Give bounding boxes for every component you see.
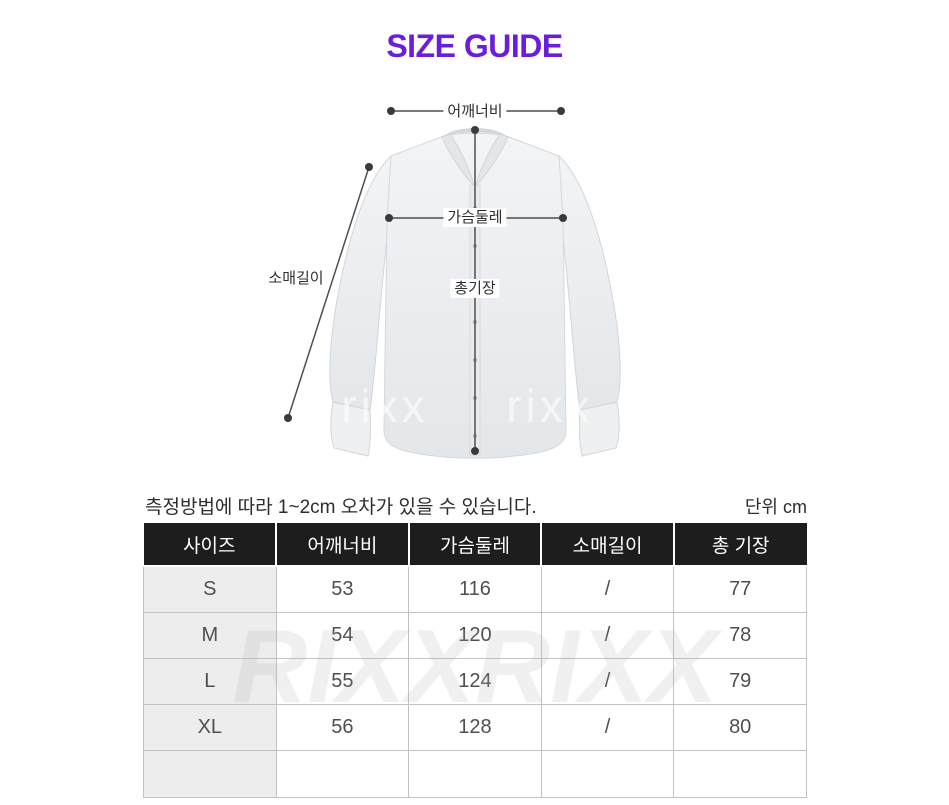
table-row-xl: XL 56 128 / 80 — [143, 704, 807, 751]
size-cell: XL — [143, 704, 277, 751]
note-tolerance: 측정방법에 따라 1~2cm 오차가 있을 수 있습니다. — [145, 497, 537, 518]
size-table-container: 사이즈 어깨너비 가슴둘레 소매길이 총 기장 S 53 116 / 77 M … — [143, 523, 807, 798]
value-cell: 124 — [408, 658, 542, 705]
unit-label: 단위 cm — [744, 497, 807, 517]
measurement-dots — [284, 107, 567, 455]
shirt-watermark: rixx — [341, 380, 429, 432]
label-total-length: 총기장 — [450, 279, 500, 298]
shirt-watermark: rixx — [506, 380, 594, 432]
value-cell: 56 — [275, 704, 410, 751]
value-cell: 116 — [408, 565, 542, 613]
value-cell: 55 — [275, 658, 410, 705]
value-cell — [673, 750, 807, 798]
value-cell: 77 — [673, 565, 807, 613]
shirt-figure: rixx rixx 어깨너비 가슴둘레 총기장 소매길이 — [268, 90, 690, 470]
table-row-m: M 54 120 / 78 — [143, 612, 807, 659]
column-header-length: 총 기장 — [672, 523, 807, 567]
shirt-left-sleeve — [329, 154, 392, 411]
table-row-s: S 53 116 / 77 — [143, 565, 807, 613]
size-cell — [143, 750, 277, 798]
column-header-chest: 가슴둘레 — [407, 523, 542, 567]
value-cell — [540, 750, 675, 798]
size-cell: S — [143, 565, 277, 613]
shirt-right-sleeve — [558, 154, 621, 411]
value-cell: 120 — [408, 612, 542, 659]
label-sleeve-length: 소매길이 — [268, 270, 324, 287]
value-cell: 78 — [673, 612, 807, 659]
table-row-empty — [143, 750, 807, 798]
value-cell: 80 — [673, 704, 807, 751]
value-cell: / — [540, 658, 675, 705]
value-cell — [408, 750, 542, 798]
value-cell: / — [540, 565, 675, 613]
value-cell: / — [540, 704, 675, 751]
table-header-row: 사이즈 어깨너비 가슴둘레 소매길이 총 기장 — [143, 523, 807, 567]
size-cell: L — [143, 658, 277, 705]
column-header-sleeve: 소매길이 — [540, 523, 674, 567]
shirt-right-cuff — [578, 401, 620, 457]
label-chest-circumference: 가슴둘레 — [443, 208, 507, 227]
column-header-shoulder: 어깨너비 — [275, 523, 409, 567]
page-title: SIZE GUIDE — [386, 28, 563, 64]
value-cell: / — [540, 612, 675, 659]
value-cell: 128 — [408, 704, 542, 751]
shirt-left-cuff — [330, 401, 372, 457]
size-table: 사이즈 어깨너비 가슴둘레 소매길이 총 기장 S 53 116 / 77 M … — [143, 523, 807, 798]
size-cell: M — [143, 612, 277, 659]
table-row-l: L 55 124 / 79 — [143, 658, 807, 705]
label-shoulder-width: 어깨너비 — [443, 102, 507, 121]
value-cell: 79 — [673, 658, 807, 705]
value-cell: 54 — [275, 612, 410, 659]
value-cell: 53 — [275, 565, 410, 613]
value-cell — [275, 750, 410, 798]
column-header-size: 사이즈 — [143, 523, 277, 567]
